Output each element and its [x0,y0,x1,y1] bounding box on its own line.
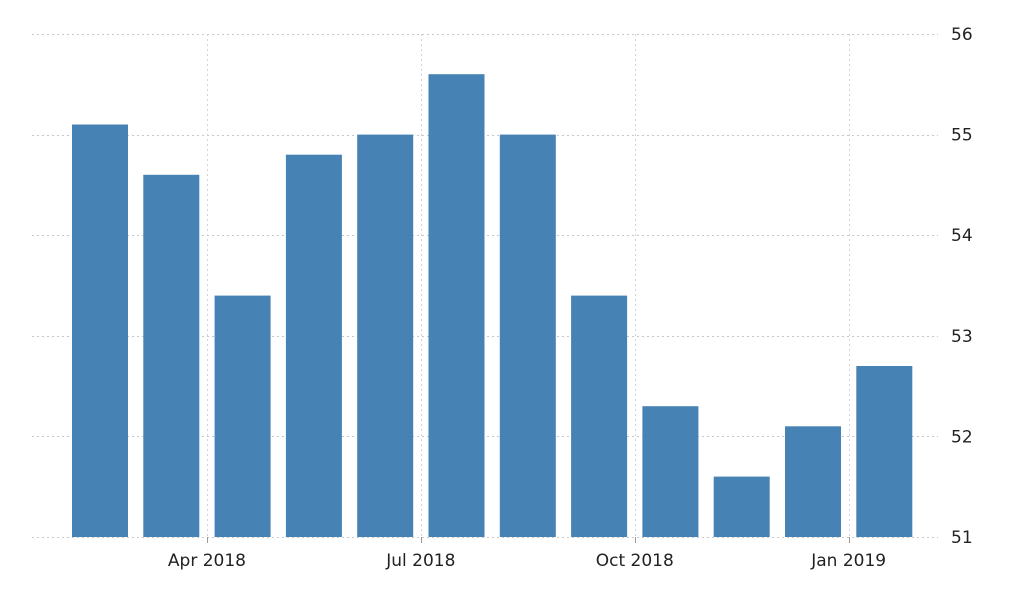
bar [214,295,271,537]
x-axis: Apr 2018 Jul 2018 Oct 2018 Jan 2019 [168,537,886,571]
x-tick-label: Jul 2018 [385,551,455,571]
bar [642,406,699,537]
x-tick-label: Jan 2019 [810,551,886,571]
bar [713,476,770,537]
bar [357,134,414,537]
x-tick-label: Oct 2018 [596,551,674,571]
bar [856,366,913,537]
bar [571,295,628,537]
y-tick-label: 54 [951,226,973,246]
y-tick-label: 55 [951,126,973,146]
bars [72,74,913,538]
y-tick-label: 52 [951,427,973,447]
x-tick-label: Apr 2018 [168,551,246,571]
bar [285,154,342,537]
bar [428,74,485,537]
y-tick-label: 56 [951,25,973,45]
bar [785,426,841,537]
bar [72,124,128,537]
bar [499,134,556,537]
y-tick-label: 53 [951,327,973,347]
y-axis: 51 52 53 54 55 56 [951,25,973,548]
y-tick-label: 51 [951,528,973,548]
bar [143,174,200,538]
